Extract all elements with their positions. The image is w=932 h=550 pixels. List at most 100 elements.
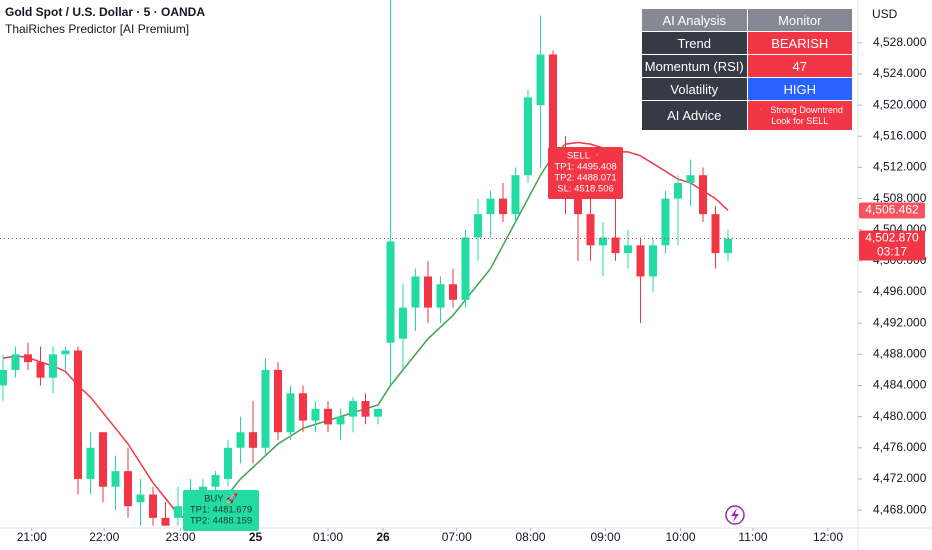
candle-body	[399, 307, 407, 339]
y-tick-label: 4,492.000	[873, 315, 927, 329]
candle-body	[99, 432, 107, 487]
price-label: 4,506.462	[865, 203, 919, 217]
signal-text: TP1: 4495.408	[554, 162, 616, 173]
x-tick-label: 22:00	[89, 530, 119, 544]
y-tick-label: 4,524.000	[873, 66, 927, 80]
y-tick-label: 4,516.000	[873, 128, 927, 142]
candle-body	[724, 238, 732, 254]
candle-body	[136, 494, 145, 503]
candle-body	[124, 471, 132, 507]
candle-body	[274, 369, 282, 433]
panel-row: Momentum (RSI) 47	[641, 54, 853, 78]
y-tick-label: 4,512.000	[873, 160, 927, 174]
candle-body	[674, 183, 682, 199]
chart-title: Gold Spot / U.S. Dollar · 5 · OANDA	[5, 5, 205, 19]
panel-header: AI Analysis	[641, 8, 748, 32]
y-tick-label: 4,508.000	[873, 191, 927, 205]
panel-value: 47	[746, 54, 853, 78]
panel-key: Trend	[641, 31, 748, 55]
candle-body	[261, 369, 270, 448]
price-label-box	[859, 202, 925, 219]
candle-body	[499, 198, 507, 215]
candle-body	[586, 214, 595, 246]
candle-body	[699, 175, 707, 215]
signal-text: TP2: 4488.071	[554, 173, 616, 184]
ai-panel: AI Analysis Monitor Trend BEARISH Momentum (…	[641, 8, 853, 131]
x-tick-label: 25	[249, 530, 263, 544]
candle-body	[474, 214, 482, 238]
candle-body	[424, 276, 432, 308]
candle-body	[374, 408, 382, 417]
candle-body	[524, 97, 532, 176]
price-countdown: 03:17	[877, 245, 907, 259]
y-tick-label: 4,528.000	[873, 35, 927, 49]
panel-key: Volatility	[641, 77, 748, 101]
candle-body	[299, 393, 307, 421]
candle-body	[324, 408, 332, 425]
candle-body	[149, 494, 157, 518]
signal-box	[183, 490, 259, 531]
price-label: 4,502.870	[865, 231, 919, 245]
x-tick-label: 01:00	[313, 530, 343, 544]
candle-body	[636, 245, 645, 277]
candle-body	[49, 354, 57, 378]
candle-body	[436, 284, 445, 308]
signal-box	[548, 147, 623, 199]
panel-value: HIGH	[746, 77, 853, 101]
candle-body	[11, 354, 20, 370]
candle-body	[386, 241, 395, 343]
candle-body	[311, 408, 320, 421]
currency-label: USD	[872, 7, 898, 21]
panel-value: 🔻 Strong Downtrend Look for SELL	[746, 100, 853, 131]
x-tick-label: 26	[376, 530, 390, 544]
candle-body	[711, 214, 720, 254]
candle-body	[236, 432, 245, 448]
candle-body	[336, 416, 345, 425]
y-tick-label: 4,480.000	[873, 409, 927, 423]
candle-body	[286, 393, 295, 433]
ma-line	[2, 141, 729, 523]
chart-subtitle: ThaiRiches Predictor [AI Premium]	[5, 22, 189, 36]
panel-row: AI Advice 🔻 Strong Downtrend Look for SELL	[641, 100, 853, 131]
candle-body	[461, 237, 470, 300]
plot-area	[0, 0, 855, 526]
lightning-icon[interactable]	[725, 505, 745, 525]
candle-body	[74, 350, 82, 479]
price-label-box	[859, 230, 925, 261]
candle-body	[86, 447, 95, 479]
y-tick-label: 4,496.000	[873, 284, 927, 298]
candle-body	[611, 237, 620, 254]
signal-text: BUY 🚀	[204, 493, 238, 505]
x-tick-label: 23:00	[165, 530, 195, 544]
signal-text: SL: 4518.506	[557, 184, 614, 195]
y-tick-label: 4,468.000	[873, 502, 927, 516]
y-tick-label: 4,488.000	[873, 347, 927, 361]
x-tick-label: 21:00	[17, 530, 47, 544]
candle-body	[486, 198, 495, 215]
candle-body	[686, 175, 695, 184]
candle-body	[211, 475, 220, 487]
y-tick-label: 4,484.000	[873, 378, 927, 392]
x-tick-label: 11:00	[738, 530, 767, 544]
x-tick-label: 10:00	[665, 530, 695, 544]
candle-body	[649, 245, 657, 277]
candle-body	[661, 198, 670, 246]
panel-header-row: AI Analysis Monitor	[641, 8, 853, 32]
x-tick-label: 07:00	[442, 530, 472, 544]
signal-text: SELL 🔻	[567, 151, 604, 162]
candle-body	[24, 354, 32, 363]
signal-text: TP2: 4488.159	[190, 516, 252, 527]
candle-body	[361, 401, 370, 417]
panel-row: Trend BEARISH	[641, 31, 853, 55]
panel-key: Momentum (RSI)	[641, 54, 748, 78]
signal-text: TP1: 4481.679	[190, 505, 252, 516]
candle-body	[174, 506, 182, 518]
x-tick-label: 12:00	[813, 530, 843, 544]
candle-body	[61, 350, 70, 355]
x-tick-label: 09:00	[590, 530, 620, 544]
y-tick-label: 4,472.000	[873, 471, 927, 485]
candle-body	[111, 471, 120, 487]
